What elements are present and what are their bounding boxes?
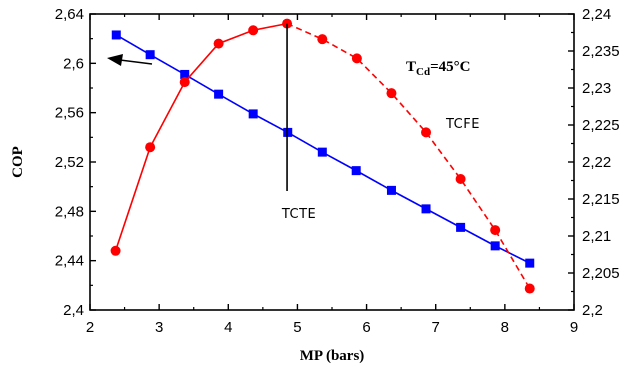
y-tick-label: 2,56 <box>55 105 84 122</box>
series-0-point <box>351 166 361 176</box>
series-0-point <box>145 50 155 60</box>
y-tick-label: 2,64 <box>55 6 84 23</box>
y-tick-label: 2,6 <box>63 55 84 72</box>
series-1-point <box>421 127 432 138</box>
series-1-line-dashed <box>286 22 531 289</box>
series-1-point <box>455 174 466 185</box>
y2-tick-label: 2,235 <box>582 43 620 60</box>
y2-tick-label: 2,2 <box>582 302 603 319</box>
series-1-point <box>351 53 362 64</box>
x-axis-title: MP (bars) <box>300 348 365 364</box>
series-0-point <box>317 147 327 157</box>
series-0-point <box>525 258 535 268</box>
condition-label: TCd=45°C <box>406 59 470 78</box>
arrow-shaft <box>119 59 153 65</box>
series-1-point <box>317 34 328 45</box>
series-1-point <box>490 225 501 236</box>
series <box>110 18 535 294</box>
condition-main: T <box>406 59 416 75</box>
series-0-point <box>456 222 466 232</box>
tcfe-label: TCFE <box>445 117 480 132</box>
series-0-point <box>214 89 224 99</box>
x-tick-label: 9 <box>570 319 578 336</box>
y2-tick-label: 2,24 <box>582 6 611 23</box>
tcte-label: TCTE <box>281 207 316 222</box>
y-tick-label: 2,44 <box>55 253 84 270</box>
annotations: TCTE TCFE TCd=45°C <box>107 23 480 222</box>
series-0-point <box>111 30 121 40</box>
series-1-point <box>145 142 156 153</box>
y-tick-label: 2,52 <box>55 154 84 171</box>
arrow-head-icon <box>107 54 123 66</box>
series-1-point <box>179 77 190 88</box>
y2-tick-label: 2,225 <box>582 117 620 134</box>
series-0-point <box>180 69 190 79</box>
series-1-point <box>213 38 224 49</box>
x-tick-label: 6 <box>362 319 370 336</box>
series-1-line-solid <box>114 22 288 252</box>
y2-tick-label: 2,21 <box>582 228 611 245</box>
y-axis-title: COP <box>10 146 26 178</box>
series-0-point <box>386 185 396 195</box>
series-1-point <box>248 25 259 36</box>
y2-tick-label: 2,23 <box>582 80 611 97</box>
y2-tick-label: 2,215 <box>582 191 620 208</box>
x-tick-label: 4 <box>224 319 232 336</box>
series-1-point <box>524 283 535 294</box>
x-tick-label: 3 <box>155 319 163 336</box>
series-0-point <box>421 204 431 214</box>
y2-tick-label: 2,205 <box>582 265 620 282</box>
condition-rest: =45°C <box>430 59 470 75</box>
x-tick-label: 8 <box>501 319 509 336</box>
series-1-point <box>110 245 121 256</box>
y-tick-label: 2,48 <box>55 203 84 220</box>
plot-frame <box>89 13 575 311</box>
axes: 2 3 4 5 6 7 8 9 2,4 2,44 2,48 2,52 2,56 2,6 2,64 2,2 2,2… <box>55 6 620 336</box>
series-0-point <box>248 109 258 119</box>
x-tick-label: 5 <box>293 319 301 336</box>
condition-sub: Cd <box>416 66 430 78</box>
series-1-point <box>386 88 397 99</box>
x-tick-label: 2 <box>86 319 94 336</box>
x-tick-label: 7 <box>432 319 440 336</box>
series-0-point <box>490 241 500 251</box>
y2-tick-label: 2,22 <box>582 154 611 171</box>
y-tick-label: 2,4 <box>63 302 84 319</box>
